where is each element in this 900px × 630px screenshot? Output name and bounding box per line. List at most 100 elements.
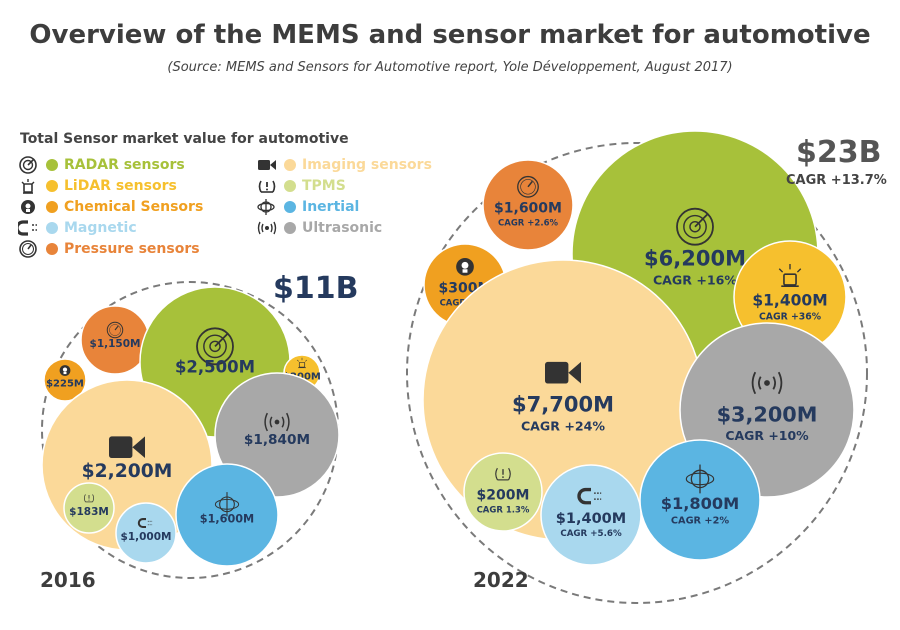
ultrasonic-icon xyxy=(751,371,783,395)
pressure-gauge-icon xyxy=(18,239,40,259)
tire-pressure-icon xyxy=(83,494,95,503)
legend-swatch xyxy=(46,180,58,192)
total-cagr-2022: CAGR +13.7% xyxy=(786,173,887,188)
container-2022 xyxy=(406,142,868,604)
legend-title: Total Sensor market value for automotive xyxy=(20,131,349,147)
bubble-value-label: $1,150M xyxy=(90,338,141,350)
ultrasonic-icon xyxy=(264,412,290,432)
legend-label: TPMS xyxy=(302,178,346,194)
legend-item-lidar: LiDAR sensors xyxy=(18,176,177,196)
bubble-value-label: $2,200M xyxy=(82,461,173,482)
total-2022: $23B xyxy=(796,135,882,170)
bubble-mark xyxy=(482,159,574,251)
legend-item-inertial: Inertial xyxy=(256,197,359,217)
bubble-pressure-sensors-2016: $1,150M xyxy=(80,305,150,375)
chart-subtitle: (Source: MEMS and Sensors for Automotive… xyxy=(167,60,733,75)
legend-label: Chemical Sensors xyxy=(64,199,204,215)
bubble-cagr-label: CAGR 1.3% xyxy=(477,505,530,515)
radar-icon xyxy=(676,207,714,246)
bubble-mark xyxy=(463,452,543,532)
bubble-value-label: $225M xyxy=(46,379,84,390)
legend-label: Imaging sensors xyxy=(302,157,432,173)
legend-swatch xyxy=(284,222,296,234)
year-label-2022: 2022 xyxy=(473,568,529,592)
camera-icon xyxy=(109,436,145,459)
bubble-chemical-sensors-2016: $225M xyxy=(43,358,87,402)
legend-swatch xyxy=(284,201,296,213)
bubble-inertial-2016: $1,600M xyxy=(175,463,279,567)
camera-icon xyxy=(545,361,581,384)
bubble-cagr-label: CAGR +24% xyxy=(521,418,605,433)
bubble-cagr-label: CAGR +16% xyxy=(653,272,737,287)
tire-pressure-icon xyxy=(256,176,278,196)
bubble-mark xyxy=(115,502,177,564)
chemical-icon xyxy=(59,365,71,376)
bubble-value-label: $183M xyxy=(69,506,109,518)
legend-swatch xyxy=(46,201,58,213)
gyroscope-icon xyxy=(256,197,278,217)
bubble-value-label: $1,400M xyxy=(752,292,827,310)
magnet-icon xyxy=(577,487,602,505)
ultrasonic-icon xyxy=(256,218,278,238)
pressure-gauge-icon xyxy=(517,175,539,198)
bubble-value-label: $3,200M xyxy=(717,402,818,426)
bubble-value-label: $6,200M xyxy=(644,247,746,271)
bubble-mark xyxy=(639,439,761,561)
bubble-cagr-label: CAGR +2% xyxy=(671,515,729,526)
legend-label: LiDAR sensors xyxy=(64,178,177,194)
gyroscope-icon xyxy=(214,492,240,517)
bubble-mark xyxy=(63,482,115,534)
bubble-cagr-label: CAGR +36% xyxy=(759,312,822,323)
bubble-magnetic-2016: $1,000M xyxy=(115,502,177,564)
legend-item-imaging: Imaging sensors xyxy=(256,155,432,175)
bubble-value-label: $7,700M xyxy=(512,393,614,417)
bubbles-layer: $1,150M $2,500M $225M $200M $2,200M $1,840M $1… xyxy=(41,130,855,567)
lidar-beacon-icon xyxy=(296,357,308,369)
legend-swatch xyxy=(46,159,58,171)
bubble-cagr-label: CAGR +10% xyxy=(725,428,809,443)
legend-item-pressure: Pressure sensors xyxy=(18,239,200,259)
legend-label: Inertial xyxy=(302,199,360,215)
bubble-value-label: $2,500M xyxy=(175,358,255,377)
bubble-value-label: $1,600M xyxy=(494,201,562,217)
radar-icon xyxy=(196,327,234,366)
bubble-mark xyxy=(43,358,87,402)
legend-label: Pressure sensors xyxy=(64,241,200,257)
bubble-value-label: $1,400M xyxy=(556,511,626,527)
bubble-value-label: $1,800M xyxy=(661,494,740,513)
bubble-tpms-2016: $183M xyxy=(63,482,115,534)
legend-item-tpms: TPMS xyxy=(256,176,346,196)
legend-label: RADAR sensors xyxy=(64,157,185,173)
pressure-gauge-icon xyxy=(106,321,124,339)
bubble-inertial-2022: $1,800M CAGR +2% xyxy=(639,439,761,561)
legend-swatch xyxy=(46,222,58,234)
chemical-icon xyxy=(456,257,474,276)
legend-swatch xyxy=(46,243,58,255)
bubble-mark xyxy=(540,464,642,566)
bubble-value-label: $200M xyxy=(477,488,530,504)
bubble-cagr-label: CAGR +2.6% xyxy=(498,218,558,228)
total-2016: $11B xyxy=(273,271,359,306)
bubble-value-label: $1,840M xyxy=(244,432,310,448)
legend-label: Ultrasonic xyxy=(302,220,383,236)
bubble-value-label: $1,600M xyxy=(200,512,254,525)
bubble-mark xyxy=(214,372,340,498)
radar-icon xyxy=(18,155,40,175)
legend-item-ultrasonic: Ultrasonic xyxy=(256,218,382,238)
gyroscope-icon xyxy=(685,464,715,494)
bubble-value-label: $1,000M xyxy=(121,531,172,543)
legend-label: Magnetic xyxy=(64,220,137,236)
bubble-value-label: $200M xyxy=(283,372,321,383)
chemical-icon xyxy=(18,197,40,217)
tire-pressure-icon xyxy=(495,467,511,481)
legend-swatch xyxy=(284,159,296,171)
legend-item-chemical: Chemical Sensors xyxy=(18,197,203,217)
bubble-cagr-label: CAGR +5.6% xyxy=(560,529,622,539)
bubble-magnetic-2022: $1,400M CAGR +5.6% xyxy=(540,464,642,566)
year-label-2016: 2016 xyxy=(40,568,96,592)
camera-icon xyxy=(256,155,278,175)
chart-title: Overview of the MEMS and sensor market f… xyxy=(29,20,871,50)
